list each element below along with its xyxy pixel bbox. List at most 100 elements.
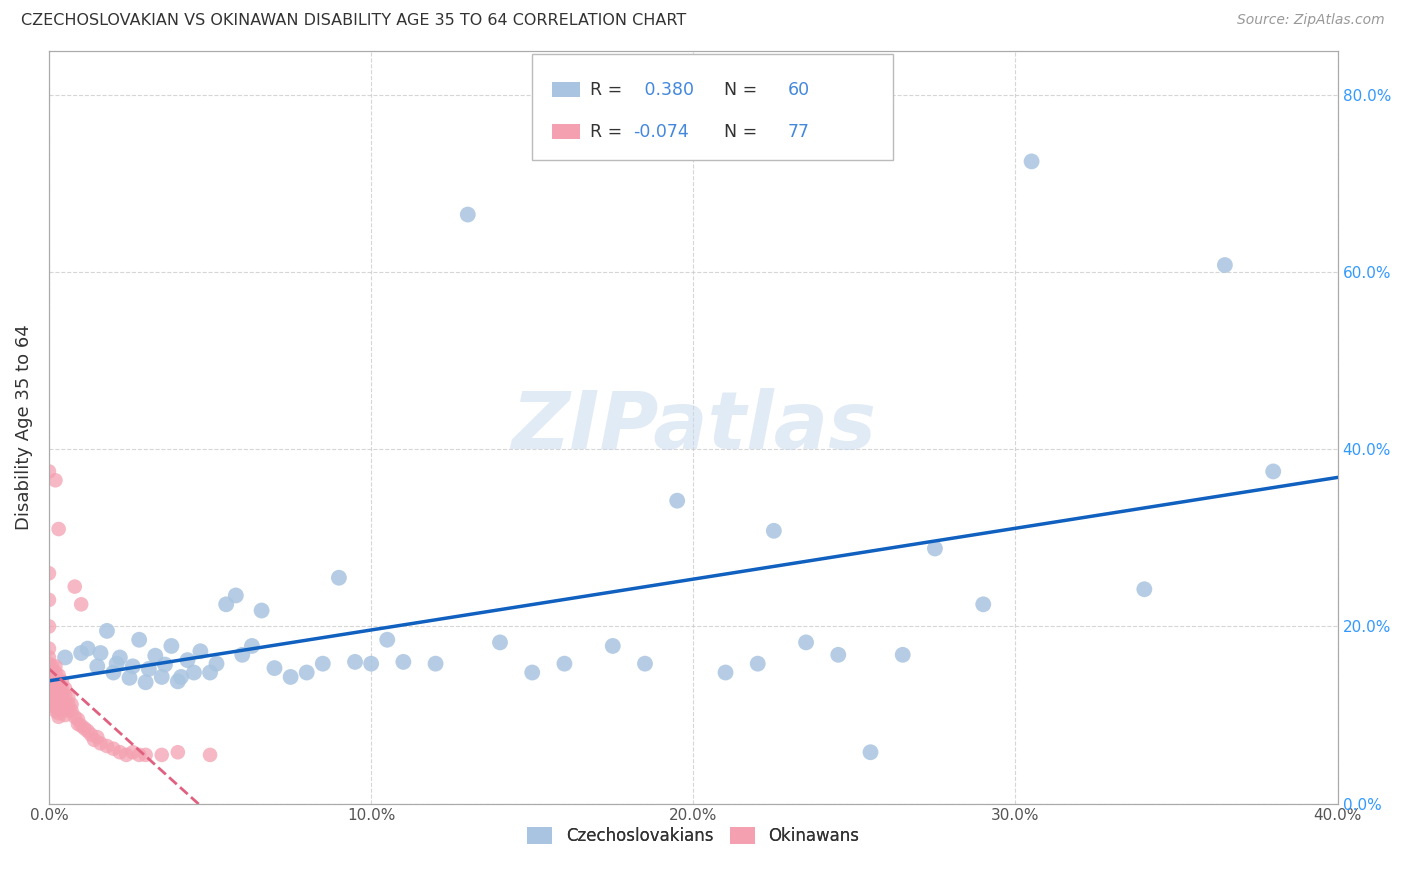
Point [53, 689, 76, 703]
Point [215, 597, 238, 611]
Point [38, 641, 60, 656]
Point [160, 639, 183, 653]
Point [240, 639, 263, 653]
Point [53, 701, 76, 715]
Point [344, 655, 367, 669]
Point [58, 698, 80, 712]
Point [38, 665, 60, 680]
Point [86, 659, 108, 673]
Point [41, 664, 63, 678]
Point [108, 745, 131, 759]
Point [103, 665, 125, 680]
Point [51, 689, 73, 703]
Point [44, 677, 66, 691]
Point [150, 670, 173, 684]
Text: Source: ZipAtlas.com: Source: ZipAtlas.com [1237, 13, 1385, 28]
Point [328, 571, 350, 585]
Point [48, 692, 70, 706]
Point [108, 650, 131, 665]
Point [38, 566, 60, 581]
Point [522, 665, 544, 680]
Point [190, 644, 212, 658]
Point [666, 493, 689, 508]
Point [48, 668, 70, 682]
Point [553, 657, 575, 671]
Point [176, 653, 198, 667]
Point [60, 704, 83, 718]
Point [150, 747, 173, 762]
Text: ZIPatlas: ZIPatlas [510, 388, 876, 467]
Point [38, 593, 60, 607]
Point [392, 655, 415, 669]
Point [231, 648, 253, 662]
Point [198, 665, 221, 680]
Point [38, 662, 60, 676]
Point [263, 661, 285, 675]
Point [89, 646, 111, 660]
Point [747, 657, 769, 671]
Point [44, 473, 66, 487]
Point [44, 689, 66, 703]
Point [143, 648, 166, 663]
Text: 77: 77 [787, 122, 810, 141]
Point [41, 686, 63, 700]
Point [53, 695, 76, 709]
FancyBboxPatch shape [551, 124, 579, 139]
Point [48, 522, 70, 536]
Point [53, 681, 76, 696]
Point [115, 747, 138, 762]
Point [360, 657, 382, 671]
Point [41, 673, 63, 687]
Point [38, 671, 60, 685]
Point [76, 641, 98, 656]
Point [48, 701, 70, 715]
Legend: Czechoslovakians, Okinawans: Czechoslovakians, Okinawans [520, 821, 866, 852]
Point [86, 730, 108, 744]
Point [51, 674, 73, 689]
Text: CZECHOSLOVAKIAN VS OKINAWAN DISABILITY AGE 35 TO 64 CORRELATION CHART: CZECHOSLOVAKIAN VS OKINAWAN DISABILITY A… [21, 13, 686, 29]
Point [41, 681, 63, 696]
Point [489, 635, 512, 649]
Point [170, 670, 193, 684]
Point [48, 674, 70, 689]
Point [63, 710, 86, 724]
Point [138, 662, 160, 676]
Text: 60: 60 [787, 80, 810, 98]
Point [375, 632, 398, 647]
Point [762, 524, 785, 538]
Point [51, 681, 73, 696]
Point [44, 665, 66, 680]
Point [1133, 582, 1156, 597]
Point [53, 650, 76, 665]
Point [89, 736, 111, 750]
Text: R =: R = [591, 80, 628, 98]
Point [128, 747, 150, 762]
Point [83, 732, 105, 747]
Point [121, 745, 143, 759]
Point [66, 717, 89, 731]
Point [602, 639, 624, 653]
Point [859, 745, 882, 759]
Point [48, 686, 70, 700]
Point [225, 589, 247, 603]
Point [38, 650, 60, 665]
Point [96, 739, 118, 753]
Point [183, 665, 205, 680]
Point [972, 597, 994, 611]
Point [166, 674, 188, 689]
Point [58, 690, 80, 705]
Point [58, 704, 80, 718]
Point [250, 603, 273, 617]
Point [48, 698, 70, 712]
Point [118, 671, 141, 685]
Point [48, 710, 70, 724]
Point [38, 465, 60, 479]
Point [1021, 154, 1043, 169]
Text: N =: N = [713, 122, 762, 141]
Point [70, 719, 93, 733]
Point [53, 708, 76, 723]
Point [41, 659, 63, 673]
Point [924, 541, 946, 556]
Point [80, 727, 103, 741]
FancyBboxPatch shape [533, 54, 893, 160]
